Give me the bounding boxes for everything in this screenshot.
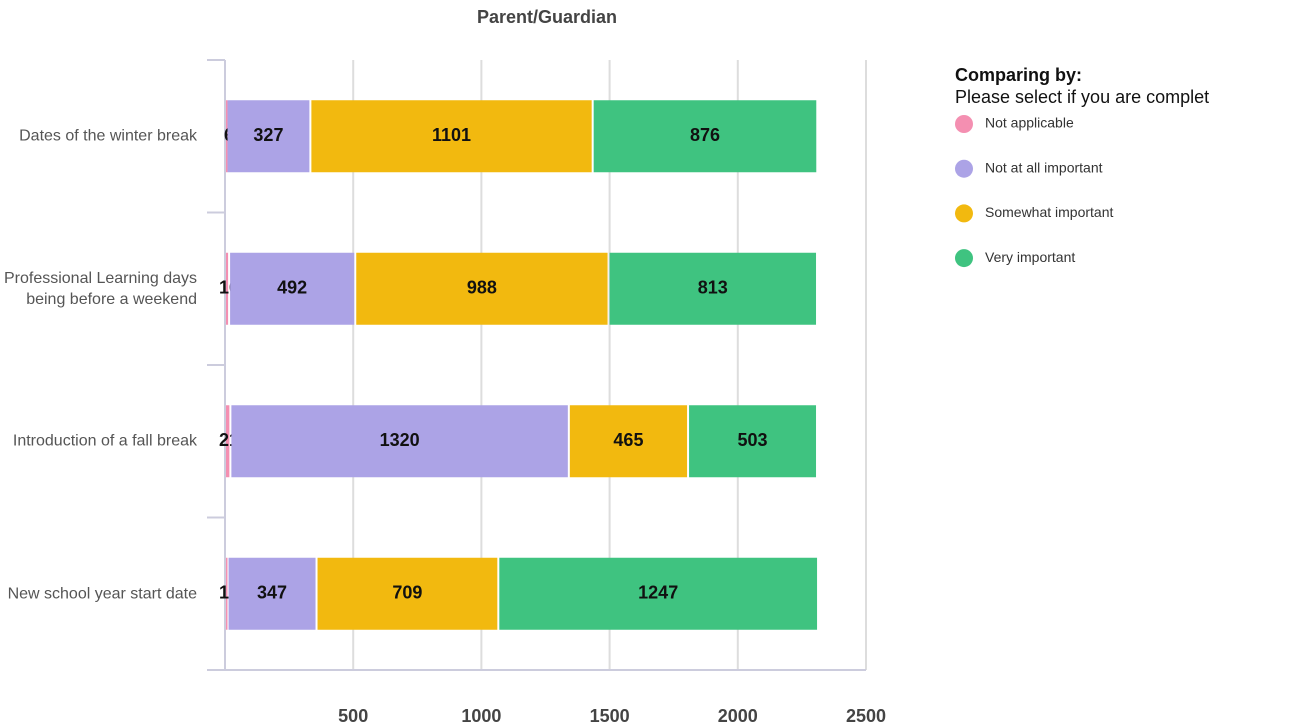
bar-segment <box>317 557 498 630</box>
value-label: 1320 <box>380 430 420 450</box>
value-label: 492 <box>277 278 307 298</box>
bar-segment <box>689 405 817 478</box>
value-label: 327 <box>253 125 283 145</box>
x-tick-label: 1500 <box>590 706 630 726</box>
category-label: Introduction of a fall break <box>12 432 197 450</box>
bar-segment <box>226 557 228 630</box>
value-label: 347 <box>257 583 287 603</box>
legend-label: Not at all important <box>985 159 1103 175</box>
category-label: Dates of the winter break <box>19 127 197 145</box>
bar-segment <box>569 405 688 478</box>
value-label: 1101 <box>432 125 471 145</box>
legend-label: Very important <box>985 249 1075 265</box>
bar-segment <box>226 252 229 325</box>
value-label: 876 <box>690 125 720 145</box>
value-label: 709 <box>392 583 422 603</box>
legend-subtitle: Please select if you are complet <box>955 87 1209 107</box>
category-label: Professional Learning days being before … <box>3 269 197 308</box>
bar-segment <box>311 100 592 173</box>
legend-label: Somewhat important <box>985 204 1114 220</box>
category-label: New school year start date <box>7 585 197 603</box>
legend-marker <box>955 204 973 223</box>
bar-segment <box>593 100 817 173</box>
bar-segment <box>609 252 817 325</box>
bar-segment <box>230 252 355 325</box>
x-tick-label: 500 <box>338 706 368 726</box>
bar-segment <box>231 405 568 478</box>
bar-segment <box>356 252 608 325</box>
bar-segment <box>227 100 310 173</box>
x-tick-label: 2500 <box>846 706 886 726</box>
value-label: 1247 <box>638 583 678 603</box>
value-label: 465 <box>613 430 643 450</box>
bar-segment <box>499 557 818 630</box>
bar-segment <box>226 100 228 173</box>
legend-marker <box>955 249 973 268</box>
x-tick-label: 1000 <box>461 706 501 726</box>
legend-marker <box>955 159 973 178</box>
x-tick-label: 2000 <box>718 706 758 726</box>
value-label: 503 <box>738 430 768 450</box>
value-label: 988 <box>467 278 497 298</box>
legend-label: Not applicable <box>985 115 1074 131</box>
bar-segment <box>228 557 316 630</box>
legend-title: Comparing by: <box>955 65 1082 85</box>
bar-segment <box>226 405 230 478</box>
value-label: 813 <box>698 278 728 298</box>
legend-marker <box>955 115 973 133</box>
chart-title: Parent/Guardian <box>477 7 617 27</box>
